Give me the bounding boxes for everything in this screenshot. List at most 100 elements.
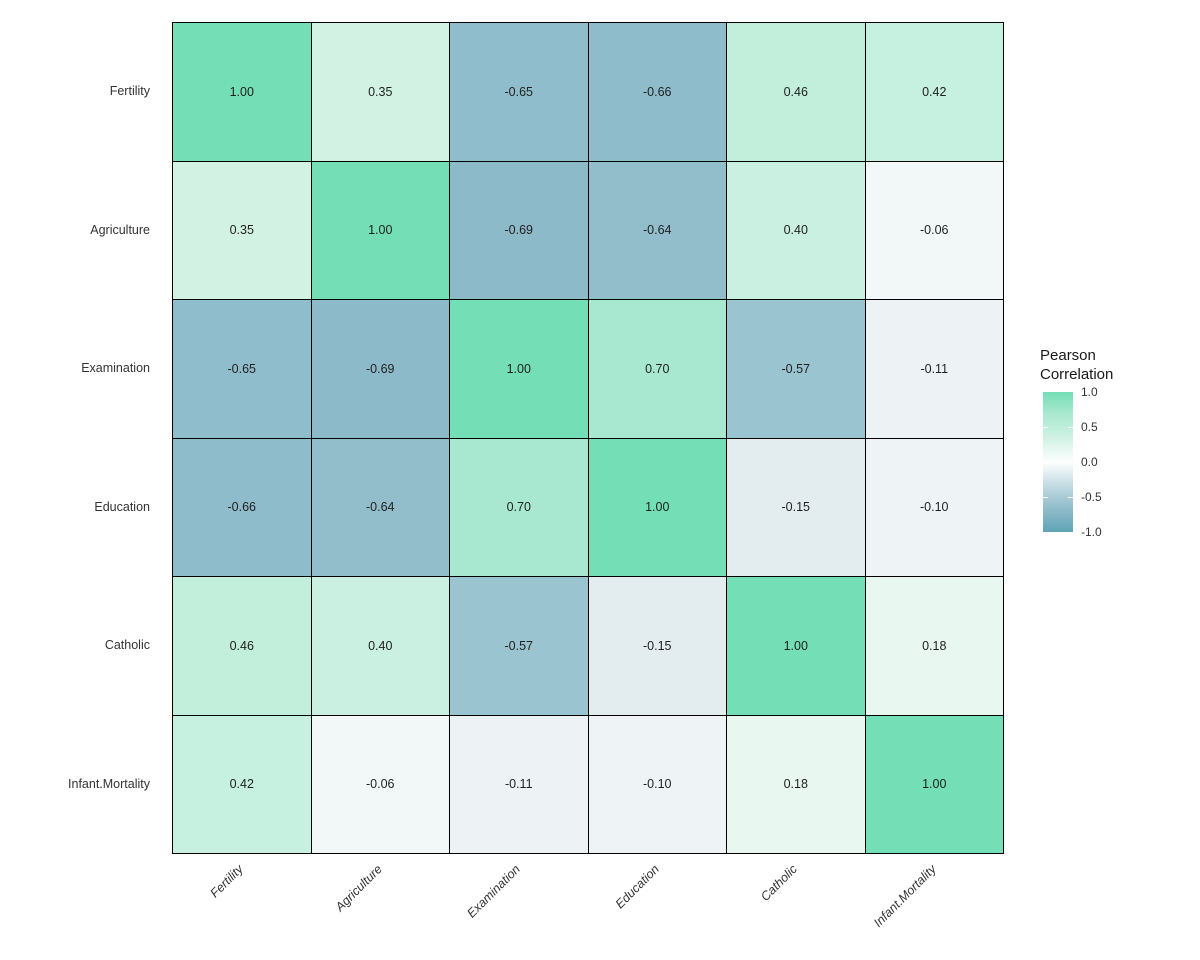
colorbar-tick-label: -1.0 [1081,525,1102,539]
cell-value: -0.66 [227,500,257,515]
cell-value: 0.18 [783,777,808,792]
cell-value: 0.40 [368,638,393,653]
cell-value: -0.06 [366,777,395,792]
x-axis-label: Agriculture [332,862,385,915]
cell-value: 1.00 [506,361,531,376]
cell-value: 1.00 [645,500,670,515]
cell-value: 0.70 [506,500,531,515]
heatmap-cell: 0.40 [726,160,865,299]
heatmap-cell: 0.42 [172,714,311,853]
legend-title-line-2: Correlation [1040,366,1114,383]
heatmap-cell: 0.70 [449,437,588,576]
cell-value: -0.66 [643,84,672,99]
heatmap-cell: -0.66 [172,437,311,576]
cell-value: -0.11 [920,361,949,376]
cell-value: -0.10 [920,500,949,515]
cell-value: 0.46 [229,638,254,653]
cell-value: 0.46 [783,84,808,99]
colorbar-tick-mark [1043,462,1048,463]
cell-value: -0.57 [504,638,534,653]
legend-title-line-1: Pearson [1040,347,1096,364]
x-axis-label: Catholic [758,862,801,904]
cell-value: 0.70 [645,361,670,376]
cell-value: -0.11 [504,777,533,792]
colorbar-tick-mark [1043,427,1048,428]
heatmap-cell: 0.18 [864,576,1003,715]
cell-value: 0.35 [229,223,254,238]
cell-value: 1.00 [229,84,254,99]
heatmap-cell: 1.00 [449,299,588,438]
cell-value: -0.15 [643,638,672,653]
colorbar-tick-mark [1068,462,1073,463]
heatmap-cell: -0.69 [310,299,449,438]
heatmap-cell: 1.00 [864,714,1003,853]
y-axis-label: Catholic [104,638,150,653]
colorbar-tick-label: 1.0 [1081,385,1098,399]
colorbar-legend: Pearson Correlation 1.0 0.5 0.0 -0.5 -1.0 [1040,346,1113,539]
cell-value: -0.65 [227,361,257,376]
cell-value: 1.00 [368,223,393,238]
heatmap-cell: -0.64 [310,437,449,576]
heatmap-cell: 0.35 [172,160,311,299]
y-axis-label: Examination [81,361,150,376]
heatmap-cell: -0.66 [587,22,726,161]
heatmap-cell: -0.57 [726,299,865,438]
colorbar-tick-mark [1068,497,1073,498]
colorbar-tick-mark [1068,427,1073,428]
legend-title: Pearson Correlation [1040,346,1113,384]
heatmap-cell: 0.18 [726,714,865,853]
heatmap-cell: -0.10 [864,437,1003,576]
y-axis-label: Education [94,499,150,514]
cell-value: 0.42 [229,777,254,792]
heatmap-cell: 0.40 [310,576,449,715]
heatmap-cell: -0.11 [864,299,1003,438]
cell-value: -0.15 [781,500,811,515]
cell-value: 0.18 [922,638,947,653]
cell-value: -0.65 [504,84,534,99]
cell-value: -0.69 [504,223,534,238]
heatmap-cell: 0.46 [172,576,311,715]
cell-value: 1.00 [783,638,808,653]
heatmap-cell: 1.00 [587,437,726,576]
heatmap-cell: 0.46 [726,22,865,161]
cell-value: -0.57 [781,361,811,376]
heatmap-cell: -0.65 [449,22,588,161]
heatmap-cell: 1.00 [726,576,865,715]
cell-value: -0.64 [643,223,672,238]
y-axis-label: Agriculture [90,222,150,237]
colorbar: 1.0 0.5 0.0 -0.5 -1.0 [1043,385,1102,539]
heatmap-cell: -0.15 [587,576,726,715]
heatmap-cell: -0.06 [310,714,449,853]
cell-value: -0.10 [643,777,672,792]
cell-value: -0.64 [366,500,395,515]
cell-value: -0.06 [920,223,949,238]
colorbar-tick-label: 0.0 [1081,455,1098,469]
heatmap-cell: -0.11 [449,714,588,853]
x-axis-label: Infant.Mortality [870,862,939,930]
cell-value: 0.40 [783,223,808,238]
heatmap-cell: -0.15 [726,437,865,576]
heatmap-cell: -0.65 [172,299,311,438]
heatmap-cell: -0.64 [587,160,726,299]
heatmap-cell: 0.35 [310,22,449,161]
heatmap-cell: 0.70 [587,299,726,438]
heatmap-cell: -0.06 [864,160,1003,299]
x-axis-label: Examination [464,862,524,921]
colorbar-tick-label: -0.5 [1081,490,1102,504]
y-axis-label: Infant.Mortality [68,776,150,791]
heatmap-cell: -0.69 [449,160,588,299]
colorbar-tick-mark [1043,497,1048,498]
heatmap-grid: 1.00 0.35 -0.65 -0.66 0.46 0.42 0.35 1.00 -0.69 -… [172,22,1004,854]
heatmap-cell: 0.42 [864,22,1003,161]
heatmap-cell: -0.57 [449,576,588,715]
x-axis-label: Fertility [207,862,247,901]
heatmap-cell: 1.00 [172,22,311,161]
heatmap-cell: -0.10 [587,714,726,853]
colorbar-tick-label: 0.5 [1081,420,1098,434]
heatmap-cell: 1.00 [310,160,449,299]
cell-value: 0.35 [368,84,393,99]
cell-value: 0.42 [922,84,947,99]
cell-value: -0.69 [366,361,395,376]
y-axis-label: Fertility [109,84,150,99]
